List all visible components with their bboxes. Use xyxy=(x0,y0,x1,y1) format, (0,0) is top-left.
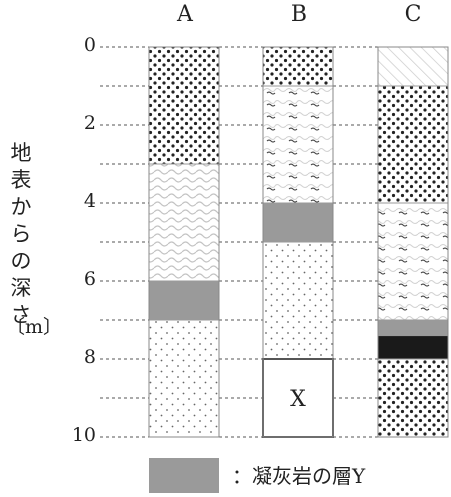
depth-tick-10: 10 xyxy=(71,424,96,446)
layer-b-fine-dots xyxy=(262,241,334,360)
depth-label-char: さ xyxy=(10,303,32,327)
depth-tick-6: 6 xyxy=(83,268,96,290)
depth-axis-label: 地 表 か ら の 深 さ xyxy=(6,140,36,329)
depth-label-char: の xyxy=(10,249,32,273)
depth-label-char: か xyxy=(10,195,32,219)
layer-a-tuff xyxy=(148,280,220,321)
strata-columns: X xyxy=(148,46,449,438)
depth-tick-8: 8 xyxy=(83,346,96,368)
depth-label-char: ら xyxy=(10,222,32,246)
layer-b-coarse-dots xyxy=(262,46,334,87)
column-border xyxy=(262,46,334,438)
layer-c-wavy-marks xyxy=(377,202,449,321)
layer-a-fine-dots xyxy=(148,319,220,438)
depth-label-char: 表 xyxy=(10,168,32,192)
layer-b-tuff xyxy=(262,202,334,243)
layer-c-coarse-dots xyxy=(377,85,449,204)
layer-b-unknown xyxy=(262,358,334,438)
depth-label-char: 深 xyxy=(10,276,32,300)
layer-a-coarse-dots xyxy=(148,46,220,165)
column-border xyxy=(377,46,449,438)
layer-a-wavy xyxy=(148,163,220,282)
depth-gridlines xyxy=(100,46,378,438)
depth-tick-4: 4 xyxy=(83,190,96,212)
column-label-b: B xyxy=(290,2,308,27)
layer-c-coarse-dots xyxy=(377,358,449,438)
layer-c-hatch xyxy=(377,46,449,87)
column-border xyxy=(148,46,220,438)
legend-label: ：凝灰岩の層Y xyxy=(232,464,366,488)
column-label-c: C xyxy=(404,2,422,27)
legend-tuff-swatch xyxy=(149,458,219,493)
depth-tick-2: 2 xyxy=(83,112,96,134)
depth-unit: 〔m〕 xyxy=(6,316,63,338)
depth-label-char: 地 xyxy=(10,141,32,165)
layer-c-black xyxy=(377,335,449,360)
layer-b-wavy-marks xyxy=(262,85,334,204)
depth-tick-0: 0 xyxy=(83,34,96,56)
layer-c-tuff xyxy=(377,319,449,337)
column-label-a: A xyxy=(177,2,193,27)
layer-x-label: X xyxy=(290,387,306,412)
